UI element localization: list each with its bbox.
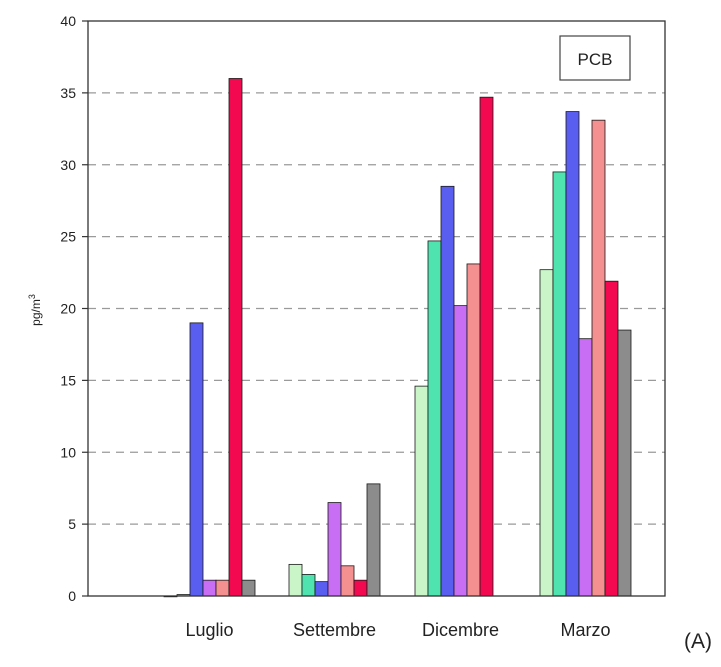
bar xyxy=(617,329,632,597)
bar xyxy=(427,240,442,597)
y-axis-title: pg/m3 xyxy=(27,294,43,326)
y-axis-title-text: pg/m xyxy=(29,299,43,326)
bar xyxy=(578,338,593,597)
bar xyxy=(552,171,567,597)
y-axis-title-superscript: 3 xyxy=(27,294,37,299)
bar xyxy=(453,305,468,597)
bar xyxy=(440,185,455,597)
y-tick-label: 5 xyxy=(68,516,76,532)
y-tick-label: 10 xyxy=(60,444,76,460)
bar xyxy=(314,581,329,597)
bar xyxy=(202,579,217,597)
bar xyxy=(366,483,381,597)
svg-text:pg/m3: pg/m3 xyxy=(27,294,43,326)
axes: 0 5 10 15 20 25 30 35 40 Luglio Settembre Dicembre M… xyxy=(60,13,666,640)
y-tick-label: 25 xyxy=(60,229,76,245)
bar xyxy=(479,96,494,597)
bar xyxy=(189,322,204,597)
legend-box-label: PCB xyxy=(578,50,613,69)
panel-label: (A) xyxy=(684,630,712,653)
x-tick-label: Luglio xyxy=(185,620,233,640)
x-tick-label: Marzo xyxy=(560,620,610,640)
y-tick-label: 30 xyxy=(60,157,76,173)
bar xyxy=(241,579,256,597)
bar xyxy=(288,563,303,597)
bar xyxy=(327,502,342,597)
bar xyxy=(414,385,429,597)
x-tick-label: Settembre xyxy=(293,620,376,640)
y-tick-label: 40 xyxy=(60,13,76,29)
bar xyxy=(591,119,606,597)
bar xyxy=(353,579,368,597)
bar xyxy=(301,574,316,597)
bar xyxy=(539,269,554,597)
y-tick-label: 35 xyxy=(60,85,76,101)
bar xyxy=(604,280,619,597)
legend-box: PCB xyxy=(559,35,631,81)
bar xyxy=(215,579,230,597)
y-tick-label: 15 xyxy=(60,372,76,388)
bar xyxy=(228,78,243,597)
x-tick-label: Dicembre xyxy=(422,620,499,640)
y-tick-label: 0 xyxy=(68,588,76,604)
bar xyxy=(466,263,481,597)
y-tick-label: 20 xyxy=(60,301,76,317)
bar xyxy=(565,111,580,597)
bar xyxy=(340,565,355,597)
bars xyxy=(163,78,632,598)
